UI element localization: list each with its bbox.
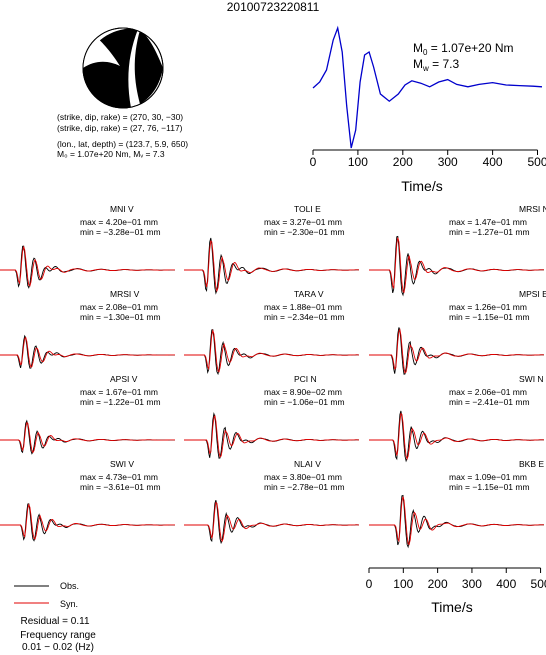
station-name: MNI V [110,204,134,214]
station-name: MRSI N [519,204,546,214]
mechanism-plane2: (strike, dip, rake) = (27, 76, −117) [57,123,183,133]
station-min: min = −3.28e−01 mm [80,227,161,237]
station-name: PCI N [294,374,317,384]
station-min: min = −1.15e−01 mm [449,312,530,322]
station-max: max = 8.90e−02 mm [264,387,342,397]
time-axis-tick-label: 400 [496,577,516,591]
station-name: BKB E [519,459,544,469]
mechanism-plane1: (strike, dip, rake) = (270, 30, −30) [57,112,183,122]
station-max: max = 2.06e−01 mm [449,387,527,397]
synthetic-waveform [0,421,175,454]
synthetic-waveform [0,503,175,540]
station-max: max = 2.08e−01 mm [80,302,158,312]
synthetic-waveform [184,328,359,373]
synthetic-waveform [184,414,359,458]
stf-m0-label: M0 = 1.07e+20 Nm [413,41,514,57]
stf-panel: 0 100 200 300 400 500 M0 = 1.07e+20 Nm Mw = 7… [310,25,546,194]
station-min: min = −1.06e−01 mm [264,397,345,407]
legend-obs-label: Obs. [60,581,79,591]
time-axis-xlabel: Time/s [431,599,472,615]
synthetic-waveform [184,501,359,543]
station-max: max = 4.73e−01 mm [80,472,158,482]
synthetic-waveform [0,245,175,287]
stf-mw-label: Mw = 7.3 [413,57,459,73]
frequency-value: 0.01 − 0.02 (Hz) [22,642,94,653]
station-name: TARA V [294,289,324,299]
station-max: max = 3.80e−01 mm [264,472,342,482]
figure-title: 20100723220811 [227,0,320,14]
observed-waveform [369,410,544,463]
station-name: APSI V [110,374,138,384]
station-min: min = −1.30e−01 mm [80,312,161,322]
stf-tick-label: 200 [393,155,413,169]
mechanism-moment: M₀ = 1.07e+20 Nm, Mᵥ = 7.3 [57,149,165,159]
station-name: MPSI E [519,289,546,299]
time-axis-tick-label: 300 [462,577,482,591]
residual-text: Residual = 0.11 [20,616,89,627]
station-min: min = −2.41e−01 mm [449,397,530,407]
time-axis: 0 100 200 300 400 500 [366,567,546,591]
stf-tick-label: 100 [348,155,368,169]
stf-tick-label: 500 [527,155,546,169]
synthetic-waveform [369,237,544,294]
station-max: max = 4.20e−01 mm [80,217,158,227]
station-min: min = −3.61e−01 mm [80,482,161,492]
station-name: SWI V [110,459,134,469]
station-min: min = −1.22e−01 mm [80,397,161,407]
station-max: max = 1.67e−01 mm [80,387,158,397]
station-name: TOLI E [294,204,321,214]
focal-mechanism-beachball [82,27,164,109]
station-name: NLAI V [294,459,321,469]
synthetic-waveform [369,328,545,374]
station-min: min = −1.15e−01 mm [449,482,530,492]
stf-line [312,25,543,149]
station-min: min = −2.34e−01 mm [264,312,345,322]
synthetic-waveform [369,496,544,546]
station-max: max = 3.27e−01 mm [264,217,342,227]
time-axis-tick-label: 200 [428,577,448,591]
observed-waveform [184,412,359,459]
station-name: SWI N [519,374,544,384]
stf-tick-label: 0 [310,155,317,169]
stf-tick-label: 300 [438,155,458,169]
observed-waveform [369,327,544,375]
station-min: min = −2.78e−01 mm [264,482,345,492]
synthetic-waveform [184,240,360,293]
time-axis-tick-label: 100 [393,577,413,591]
station-max: max = 1.09e−01 mm [449,472,527,482]
legend: Obs. Syn. [14,581,79,609]
stf-xlabel: Time/s [401,178,442,194]
observed-waveform [184,500,360,545]
station-min: min = −1.27e−01 mm [449,227,530,237]
station-max: max = 1.88e−01 mm [264,302,342,312]
station-max: max = 1.47e−01 mm [449,217,527,227]
frequency-label: Frequency range [20,630,96,641]
stf-tick-label: 400 [483,155,503,169]
station-min: min = −2.30e−01 mm [264,227,345,237]
time-axis-tick-label: 0 [366,577,373,591]
synthetic-waveform [369,412,545,461]
station-name: MRSI V [110,289,140,299]
observed-waveform [369,494,544,549]
synthetic-waveform [0,336,175,368]
mechanism-location: (lon., lat, depth) = (123.7, 5.9, 650) [57,139,188,149]
time-axis-tick-label: 500 [531,577,546,591]
station-max: max = 1.26e−01 mm [449,302,527,312]
legend-syn-label: Syn. [60,599,78,609]
